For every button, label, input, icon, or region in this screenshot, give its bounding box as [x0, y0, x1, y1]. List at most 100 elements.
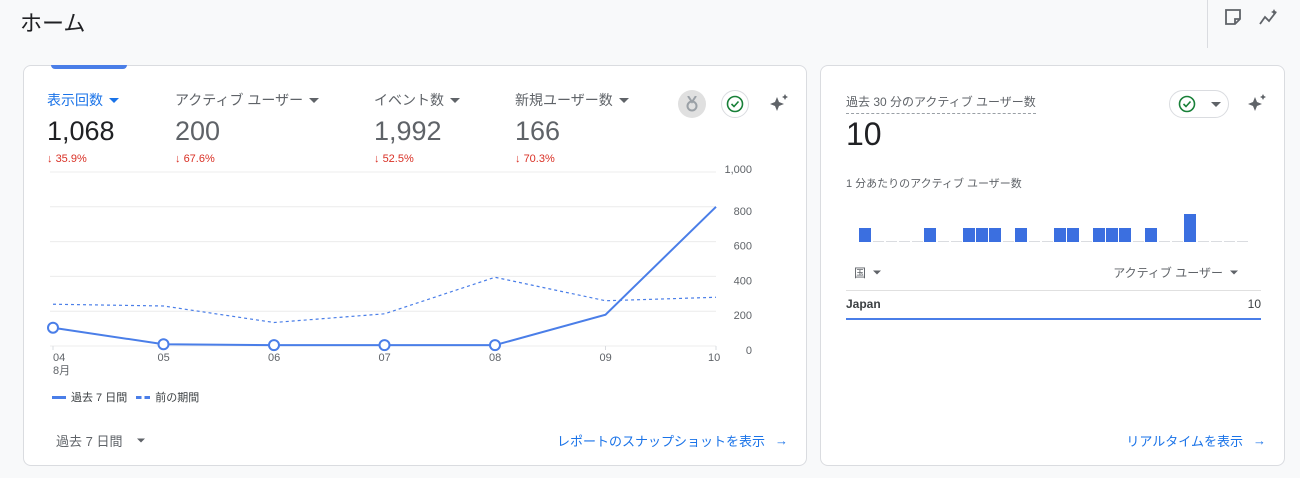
- sparkle-icon[interactable]: [765, 90, 793, 118]
- minute-bar[interactable]: [989, 228, 1001, 242]
- y-tick-label: 0: [746, 345, 752, 357]
- metric-label: 新規ユーザー数: [515, 92, 613, 108]
- active-tab-indicator: [51, 65, 127, 69]
- date-range-label: 過去 7 日間: [56, 434, 123, 449]
- metric-change: 70.3%: [523, 153, 555, 165]
- view-report-snapshot-link[interactable]: レポートのスナップショットを表示 →: [557, 431, 788, 450]
- data-point: [489, 339, 501, 352]
- minute-bar[interactable]: [1093, 228, 1105, 242]
- minute-bar[interactable]: [1067, 228, 1079, 242]
- country-cell: Japan: [846, 297, 881, 311]
- metric-events[interactable]: イベント数 1,992 ↓ 52.5%: [374, 90, 460, 165]
- minute-bar[interactable]: [1119, 228, 1131, 242]
- data-point: [268, 339, 280, 352]
- column-header-country[interactable]: 国: [854, 264, 882, 281]
- metric-views[interactable]: 表示回数 1,068 ↓ 35.9%: [47, 90, 119, 165]
- status-dropdown[interactable]: [1169, 90, 1229, 118]
- x-tick-label: 10: [708, 352, 720, 364]
- dropdown-caret-icon: [137, 438, 146, 443]
- overview-card: 表示回数 1,068 ↓ 35.9% アクティブ ユーザー 200 ↓ 67.6…: [23, 65, 807, 466]
- data-point: [47, 321, 59, 334]
- series-line-dashed: [52, 276, 717, 324]
- check-circle-icon[interactable]: [721, 90, 749, 118]
- minute-bar[interactable]: [1184, 214, 1196, 242]
- minute-bar[interactable]: [1198, 241, 1209, 242]
- realtime-value: 10: [846, 116, 882, 152]
- minute-bar[interactable]: [899, 241, 910, 242]
- minute-bar[interactable]: [1145, 228, 1157, 242]
- data-point: [378, 339, 391, 352]
- minute-bar[interactable]: [938, 241, 949, 242]
- minute-bar[interactable]: [859, 228, 871, 242]
- x-month-label: 8月: [53, 365, 70, 377]
- minute-bar[interactable]: [1172, 241, 1183, 242]
- minute-bar[interactable]: [1237, 241, 1248, 242]
- minute-bar[interactable]: [951, 241, 962, 242]
- minute-bar[interactable]: [976, 228, 988, 242]
- minute-bar[interactable]: [963, 228, 975, 242]
- check-circle-icon: [1178, 95, 1195, 113]
- minute-bar[interactable]: [1042, 241, 1053, 242]
- row-share-bar: [846, 318, 1261, 320]
- minute-bar[interactable]: [1054, 228, 1066, 242]
- per-minute-label: 1 分あたりのアクティブ ユーザー数: [846, 178, 1022, 190]
- sparkle-icon[interactable]: [1243, 90, 1271, 118]
- x-tick-label: 08: [489, 352, 501, 364]
- minute-bar[interactable]: [1029, 241, 1040, 242]
- x-tick-label: 04: [53, 352, 65, 364]
- x-tick-label: 06: [268, 352, 280, 364]
- line-chart: 1,000 800 600 400 200 0 04 05 06 07 08 09 10 8月: [47, 164, 752, 377]
- minute-bar[interactable]: [912, 241, 923, 242]
- dropdown-caret-icon[interactable]: [109, 97, 119, 103]
- legend-current: 過去 7 日間: [71, 392, 128, 404]
- dropdown-caret-icon: [1230, 270, 1238, 275]
- minute-bar[interactable]: [1133, 241, 1144, 242]
- arrow-right-icon: →: [1253, 433, 1266, 448]
- minute-bar[interactable]: [1159, 241, 1170, 242]
- minute-bar[interactable]: [1224, 241, 1235, 242]
- table-divider: [846, 290, 1261, 291]
- metric-active-users[interactable]: アクティブ ユーザー 200 ↓ 67.6%: [175, 90, 320, 165]
- view-realtime-link[interactable]: リアルタイムを表示 →: [1126, 431, 1266, 450]
- chart-legend: 過去 7 日間 前の期間: [52, 389, 199, 405]
- legend-dashed-swatch: [136, 395, 151, 399]
- minute-bar[interactable]: [1003, 241, 1014, 242]
- data-point: [157, 338, 170, 351]
- note-icon[interactable]: [1222, 6, 1244, 28]
- metric-value: 200: [175, 116, 221, 146]
- realtime-card: 過去 30 分のアクティブ ユーザー数 10 1 分あたりのアクティブ ユーザー…: [820, 65, 1285, 466]
- dropdown-caret-icon[interactable]: [450, 97, 460, 103]
- metric-change: 67.6%: [183, 153, 215, 165]
- minute-bar[interactable]: [1015, 228, 1027, 242]
- per-minute-bar-chart: [859, 214, 1248, 242]
- column-header-users[interactable]: アクティブ ユーザー: [1113, 264, 1239, 281]
- date-range-select[interactable]: 過去 7 日間: [56, 431, 146, 450]
- page-title: ホーム: [20, 11, 86, 36]
- down-arrow-icon: ↓: [47, 153, 53, 165]
- medal-icon[interactable]: [678, 90, 706, 118]
- legend-solid-swatch: [52, 395, 66, 399]
- metric-value: 1,068: [47, 116, 115, 146]
- down-arrow-icon: ↓: [374, 153, 380, 165]
- y-tick-label: 400: [734, 275, 752, 287]
- header-actions: [1207, 0, 1280, 48]
- column-label: アクティブ ユーザー: [1113, 266, 1223, 280]
- dropdown-caret-icon[interactable]: [618, 97, 629, 103]
- y-tick-label: 200: [734, 310, 752, 322]
- legend-previous: 前の期間: [155, 392, 200, 404]
- minute-bar[interactable]: [886, 241, 897, 242]
- minute-bar[interactable]: [924, 228, 936, 242]
- users-cell: 10: [1247, 297, 1261, 311]
- y-tick-label: 600: [734, 241, 752, 253]
- minute-bar[interactable]: [1081, 241, 1092, 242]
- dropdown-caret-icon: [873, 270, 882, 275]
- dropdown-caret-icon[interactable]: [309, 97, 320, 103]
- minute-bar[interactable]: [873, 241, 884, 242]
- column-label: 国: [854, 266, 867, 280]
- metric-new-users[interactable]: 新規ユーザー数 166 ↓ 70.3%: [515, 90, 629, 165]
- realtime-label[interactable]: 過去 30 分のアクティブ ユーザー数: [846, 93, 1036, 114]
- minute-bar[interactable]: [1106, 228, 1118, 242]
- minute-bar[interactable]: [1211, 241, 1222, 242]
- insights-icon[interactable]: [1258, 6, 1280, 28]
- link-label: リアルタイムを表示: [1126, 434, 1243, 449]
